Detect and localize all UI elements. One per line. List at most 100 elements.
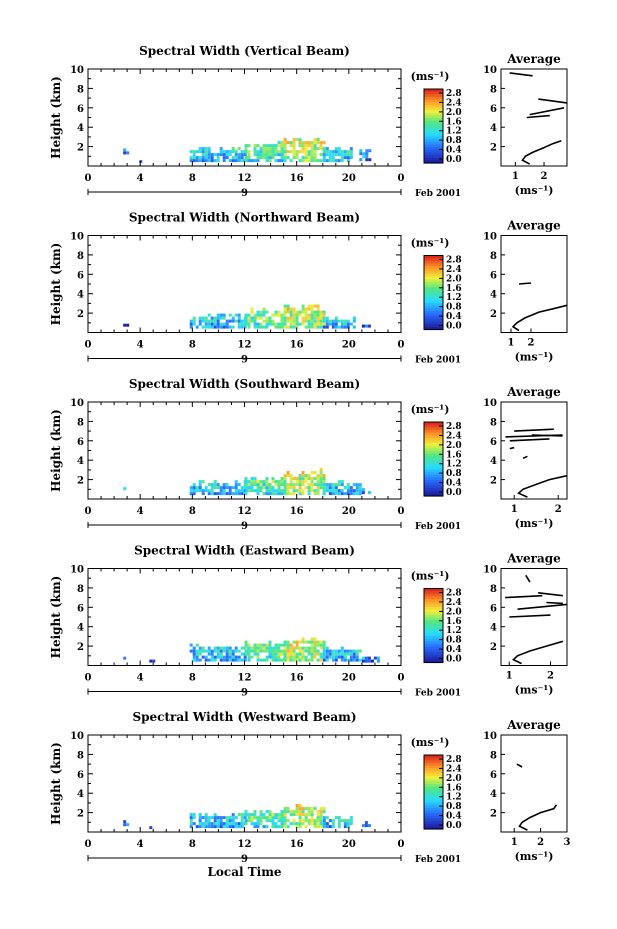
heatmap-cell [228,492,232,496]
heatmap-cell [213,319,217,323]
heatmap-cell [280,316,284,320]
average-x-label: (ms⁻¹) [515,184,554,197]
average-profile-segment [546,601,563,605]
heatmap-cell [298,322,302,326]
colorbar-cell [424,765,443,769]
heatmap-cell [277,150,281,154]
heatmap-cell [340,325,344,329]
heatmap-cell [280,153,284,157]
heatmap-cell [337,150,341,154]
heatmap-cell [307,658,311,662]
heatmap-cell [295,150,299,154]
heatmap-cell [286,646,290,650]
colorbar-cell [424,258,443,262]
heatmap-cell [298,483,302,487]
colorbar-cell [424,596,443,600]
heatmap-cell [304,141,308,145]
heatmap-cell [283,325,287,329]
heatmap-cell [298,652,302,656]
colorbar-cell [424,604,443,608]
heatmap-cell [331,819,335,823]
heatmap-cell [237,322,241,326]
heatmap-cell [334,150,338,154]
heatmap-cell [198,816,202,820]
heatmap-cell [304,825,308,829]
heatmap-cell [355,658,359,662]
heatmap-cell [319,159,323,163]
heatmap-cell [234,483,238,487]
heatmap-cell [316,141,320,145]
heatmap-cell [204,150,208,154]
heatmap-cell [277,159,281,163]
heatmap-cell [322,159,326,163]
colorbar-cell [424,826,443,830]
heatmap-cell [328,819,332,823]
heatmap-cell [304,156,308,160]
heatmap-cell [313,646,317,650]
heatmap-cell [307,813,311,817]
heatmap-cell [343,492,347,496]
heatmap-cell [219,822,223,826]
heatmap-cell [358,486,362,490]
average-y-tick-label: 4 [490,623,497,634]
heatmap-cell [231,156,235,160]
heatmap-cell [259,480,263,484]
heatmap-cell [322,646,326,650]
colorbar-cell [424,435,443,439]
colorbar-cell [424,305,443,309]
colorbar-cell [424,422,443,426]
heatmap-cell [319,652,323,656]
heatmap-cell [237,483,241,487]
heatmap-cell [225,486,229,490]
heatmap-cell [286,825,290,829]
heatmap-cell [240,486,244,490]
heatmap-cell [253,489,257,493]
heatmap-cell [231,159,235,163]
heatmap-cell [313,138,317,142]
heatmap-cell [247,643,251,647]
heatmap-cell [244,819,248,823]
heatmap-cell [292,141,296,145]
heatmap-cell [204,649,208,653]
heatmap-cell [304,480,308,484]
heatmap-cell [250,319,254,323]
heatmap-cell [250,486,254,490]
heatmap-cell [328,486,332,490]
heatmap-cell [189,325,193,329]
heatmap-cell [289,316,293,320]
heatmap-cell [365,152,369,156]
heatmap-cell [310,480,314,484]
heatmap-cell [316,304,320,308]
heatmap-cell [219,325,223,329]
heatmap-cell [286,156,290,160]
average-y-tick-label: 2 [490,476,497,487]
heatmap-cell [310,304,314,308]
heatmap-cell [289,480,293,484]
y-tick-label: 6 [77,270,84,281]
heatmap-cell [192,813,196,817]
heatmap-cell [277,489,281,493]
heatmap-cell [313,310,317,314]
heatmap-cell [259,646,263,650]
heatmap-cell [358,483,362,487]
heatmap-cell [234,646,238,650]
heatmap-cell [286,325,290,329]
heatmap-cell [259,156,263,160]
heatmap-cell [250,819,254,823]
colorbar-tick-label: 0.8 [446,469,462,479]
colorbar-cell [424,482,443,486]
heatmap-cell [319,813,323,817]
heatmap-cell [216,819,220,823]
x-tick-label: 0 [398,340,405,351]
heatmap-cell [349,489,353,493]
heatmap-cell [237,156,241,160]
heatmap-cell [198,825,202,829]
heatmap-cell [319,655,323,659]
heatmap-cell [355,486,359,490]
colorbar-cell [424,308,443,312]
average-y-tick-label: 4 [490,290,497,301]
heatmap-cell [376,659,380,663]
heatmap-cell [189,813,193,817]
heatmap-cell [210,153,214,157]
heatmap-cell [304,144,308,148]
